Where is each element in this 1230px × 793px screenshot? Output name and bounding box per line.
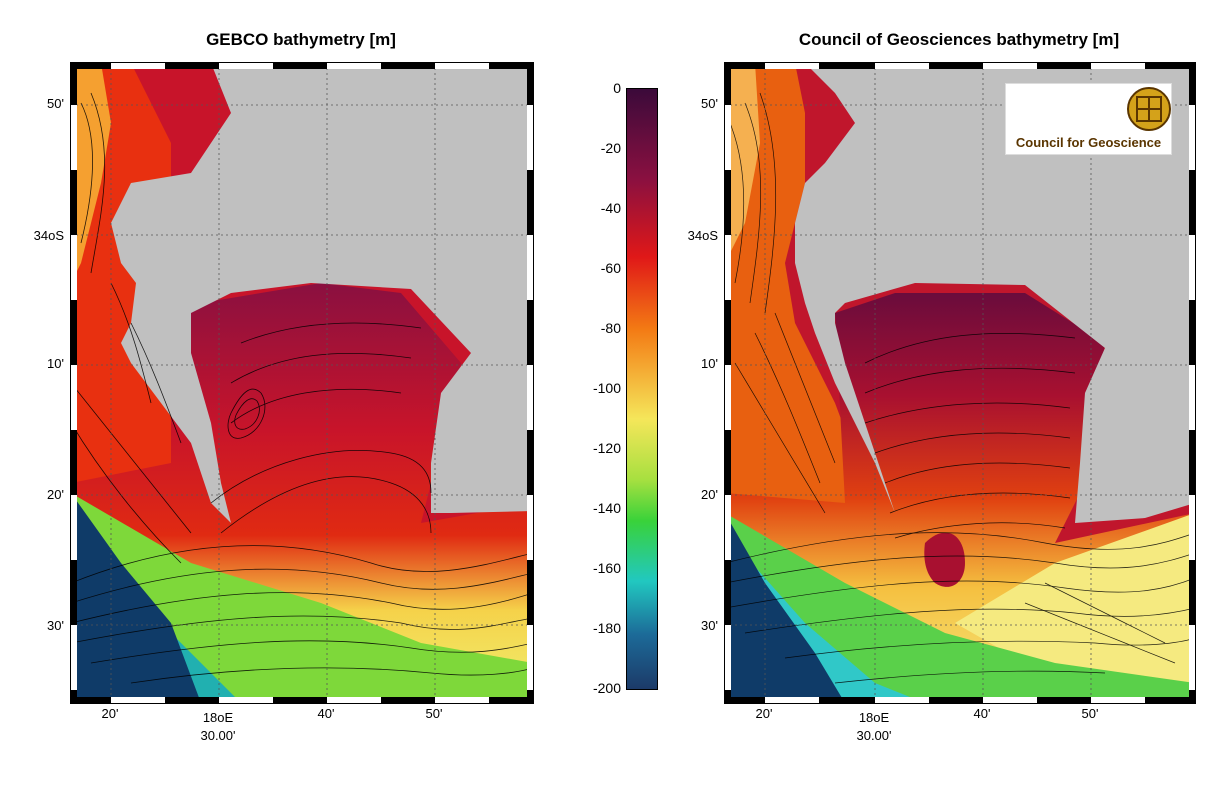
right-map-title: Council of Geosciences bathymetry [m] <box>798 30 1120 49</box>
colorbar-tick-20: -20 <box>600 140 621 156</box>
left-xlabel-40: 40' <box>317 706 335 721</box>
colorbar-tick-80: -80 <box>600 320 621 336</box>
colorbar-tick-60: -60 <box>600 260 621 276</box>
right-xlabel-40: 40' <box>973 706 991 721</box>
right-xlabel-20: 20' <box>755 706 773 721</box>
left-xlabel-18e: 18oE <box>202 710 234 725</box>
colorbar-tick-180: -180 <box>592 620 621 636</box>
depth-colorbar <box>626 88 658 690</box>
right-map-graphic <box>725 63 1195 703</box>
logo-text: Council for Geoscience <box>1015 135 1162 150</box>
left-ylabel-50: 50' <box>47 96 64 111</box>
cgs-emblem-icon <box>1127 87 1171 131</box>
council-for-geoscience-logo: Council for Geoscience <box>1005 83 1172 155</box>
colorbar-tick-200: -200 <box>592 680 621 696</box>
right-xlabel-18e: 18oE <box>858 710 890 725</box>
left-bathymetry-map <box>70 62 534 704</box>
right-ylabel-30: 30' <box>701 618 718 633</box>
left-xlabel-50: 50' <box>425 706 443 721</box>
left-ylabel-30: 30' <box>47 618 64 633</box>
right-bathymetry-map <box>724 62 1196 704</box>
colorbar-tick-0: 0 <box>613 80 621 96</box>
left-ylabel-34s: 34oS <box>33 228 64 243</box>
right-xsub-label: 30.00' <box>856 728 892 743</box>
right-ylabel-50: 50' <box>701 96 718 111</box>
right-ylabel-20: 20' <box>701 487 718 502</box>
colorbar-tick-160: -160 <box>592 560 621 576</box>
colorbar-tick-140: -140 <box>592 500 621 516</box>
left-map-title: GEBCO bathymetry [m] <box>206 30 396 49</box>
left-ylabel-20: 20' <box>47 487 64 502</box>
colorbar-tick-100: -100 <box>592 380 621 396</box>
left-xsub-label: 30.00' <box>200 728 236 743</box>
colorbar-tick-40: -40 <box>600 200 621 216</box>
right-xlabel-50: 50' <box>1081 706 1099 721</box>
left-ylabel-10: 10' <box>47 356 64 371</box>
colorbar-tick-120: -120 <box>592 440 621 456</box>
left-xlabel-20: 20' <box>101 706 119 721</box>
left-map-graphic <box>71 63 533 703</box>
right-ylabel-34s: 34oS <box>687 228 718 243</box>
right-ylabel-10: 10' <box>701 356 718 371</box>
